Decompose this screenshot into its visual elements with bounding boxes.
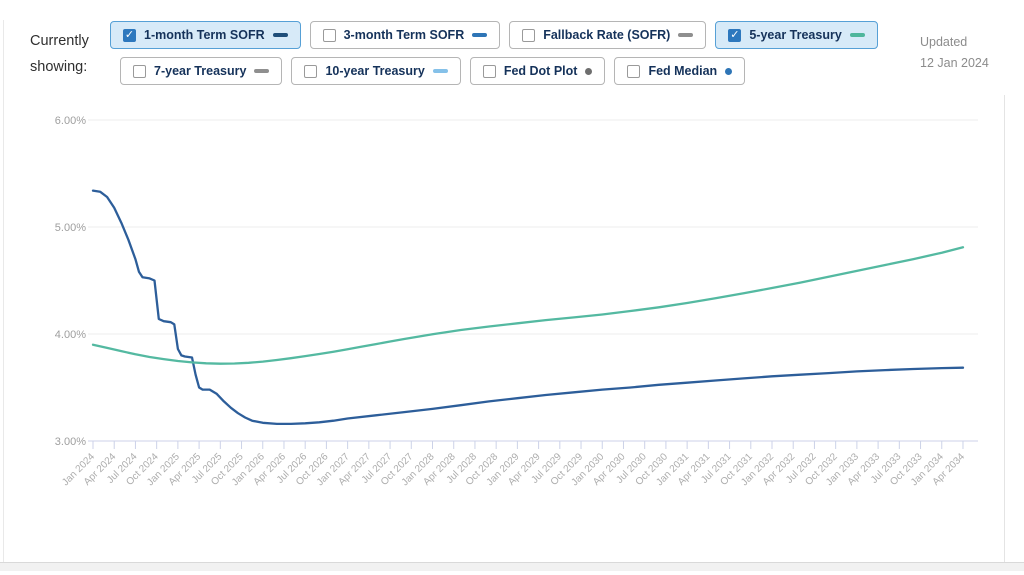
series-line-5-year-treasury	[93, 247, 963, 363]
series-swatch-dash-icon	[850, 33, 865, 37]
currently-showing-label: Currently showing:	[30, 28, 114, 80]
updated-info: Updated 12 Jan 2024	[920, 32, 989, 74]
gridlines	[88, 120, 978, 334]
toggle-label: 3-month Term SOFR	[344, 28, 465, 42]
y-tick-label: 3.00%	[55, 436, 86, 448]
toggle-row-2: 7-year Treasury 10-year Treasury Fed Dot P…	[120, 57, 878, 85]
updated-label: Updated	[920, 32, 989, 53]
toggle-1-month-term-sofr[interactable]: ✓ 1-month Term SOFR	[110, 21, 301, 49]
updated-date: 12 Jan 2024	[920, 53, 989, 74]
series-line-1-month-term-sofr	[93, 191, 963, 424]
toggle-fed-dot-plot[interactable]: Fed Dot Plot	[470, 57, 606, 85]
series-swatch-dot-icon	[585, 68, 592, 75]
y-tick-label: 6.00%	[55, 115, 86, 127]
y-tick-label: 5.00%	[55, 222, 86, 234]
series-swatch-dash-icon	[678, 33, 693, 37]
checkbox-checked-icon[interactable]: ✓	[123, 29, 136, 42]
series-toggle-group: ✓ 1-month Term SOFR 3-month Term SOFR Fallb…	[110, 21, 878, 93]
toggle-label: Fed Median	[648, 64, 717, 78]
toggle-label: 7-year Treasury	[154, 64, 246, 78]
checkbox-icon[interactable]	[522, 29, 535, 42]
y-tick-label: 4.00%	[55, 329, 86, 341]
series-swatch-dash-icon	[472, 33, 487, 37]
series-swatch-dash-icon	[433, 69, 448, 73]
toggle-7-year-treasury[interactable]: 7-year Treasury	[120, 57, 282, 85]
toggle-label: Fallback Rate (SOFR)	[543, 28, 670, 42]
toggle-label: 5-year Treasury	[749, 28, 841, 42]
rates-chart-svg: 3.00% 4.00% 5.00% 6.00% Jan 2024Apr 2024Jul …	[0, 100, 1024, 570]
toggle-fed-median[interactable]: Fed Median	[614, 57, 745, 85]
toggle-3-month-term-sofr[interactable]: 3-month Term SOFR	[310, 21, 501, 49]
toggle-row-1: ✓ 1-month Term SOFR 3-month Term SOFR Fallb…	[110, 21, 878, 49]
checkbox-icon[interactable]	[627, 65, 640, 78]
toggle-10-year-treasury[interactable]: 10-year Treasury	[291, 57, 460, 85]
toggle-fallback-rate-sofr[interactable]: Fallback Rate (SOFR)	[509, 21, 706, 49]
toggle-5-year-treasury[interactable]: ✓ 5-year Treasury	[715, 21, 877, 49]
checkbox-icon[interactable]	[304, 65, 317, 78]
checkbox-icon[interactable]	[323, 29, 336, 42]
y-axis-labels: 3.00% 4.00% 5.00% 6.00%	[55, 115, 86, 448]
series-swatch-dash-icon	[254, 69, 269, 73]
series-lines	[93, 191, 963, 424]
x-axis	[88, 441, 978, 449]
x-axis-labels: Jan 2024Apr 2024Jul 2024Oct 2024Jan 2025…	[60, 451, 967, 488]
series-swatch-dot-icon	[725, 68, 732, 75]
toggle-label: 10-year Treasury	[325, 64, 424, 78]
toggle-label: 1-month Term SOFR	[144, 28, 265, 42]
toggle-label: Fed Dot Plot	[504, 64, 578, 78]
series-swatch-dash-icon	[273, 33, 288, 37]
checkbox-checked-icon[interactable]: ✓	[728, 29, 741, 42]
checkbox-icon[interactable]	[483, 65, 496, 78]
rates-chart: 3.00% 4.00% 5.00% 6.00% Jan 2024Apr 2024Jul …	[0, 100, 1024, 570]
checkbox-icon[interactable]	[133, 65, 146, 78]
